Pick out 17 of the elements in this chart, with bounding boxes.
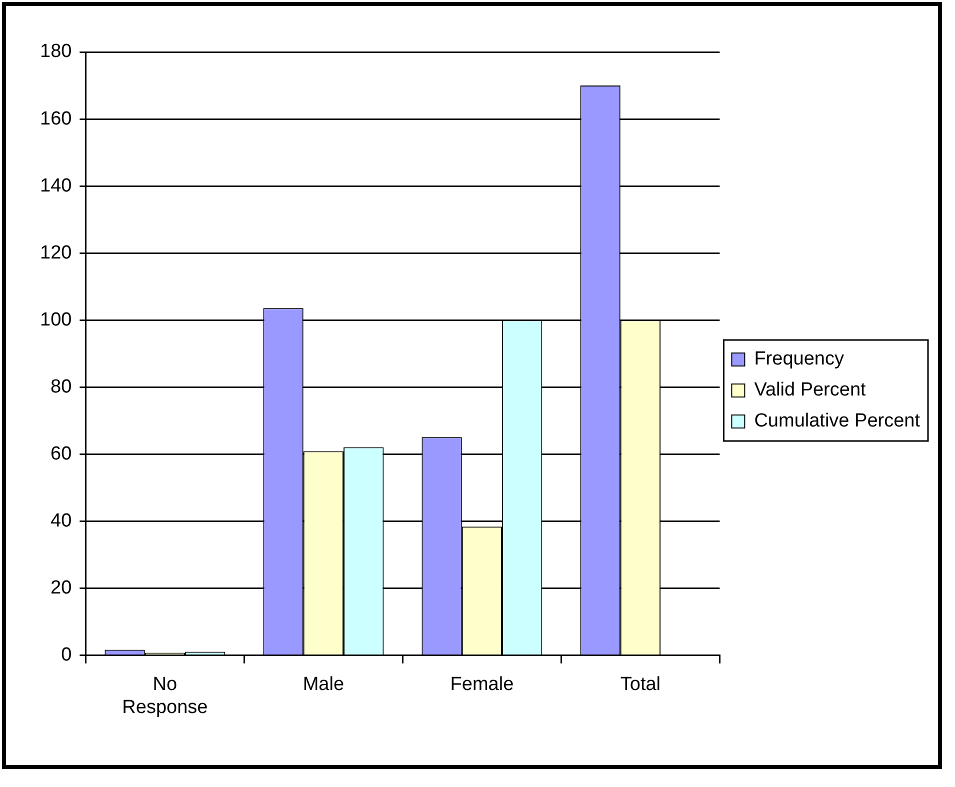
y-tick-label: 0	[61, 644, 72, 666]
y-tick-label: 20	[50, 578, 72, 599]
y-tick-label: 180	[40, 41, 72, 62]
y-tick-label: 60	[50, 444, 72, 464]
x-tick-label: Male	[302, 674, 344, 696]
y-tick-label: 140	[40, 175, 72, 196]
y-tick-label: 40	[50, 510, 72, 532]
y-tick-label: 100	[40, 309, 72, 330]
y-tick-label: 120	[40, 242, 72, 264]
legend-label: Valid Percent	[754, 380, 867, 401]
y-tick-label: 160	[40, 108, 72, 130]
legend-label: Frequency	[754, 348, 844, 370]
y-tick-label: 80	[50, 376, 72, 398]
x-tick-label: No Response	[122, 674, 208, 718]
x-tick-label: Female	[450, 674, 514, 696]
legend-label: Cumulative Percent	[754, 410, 921, 432]
x-tick-label: Total	[620, 674, 661, 696]
